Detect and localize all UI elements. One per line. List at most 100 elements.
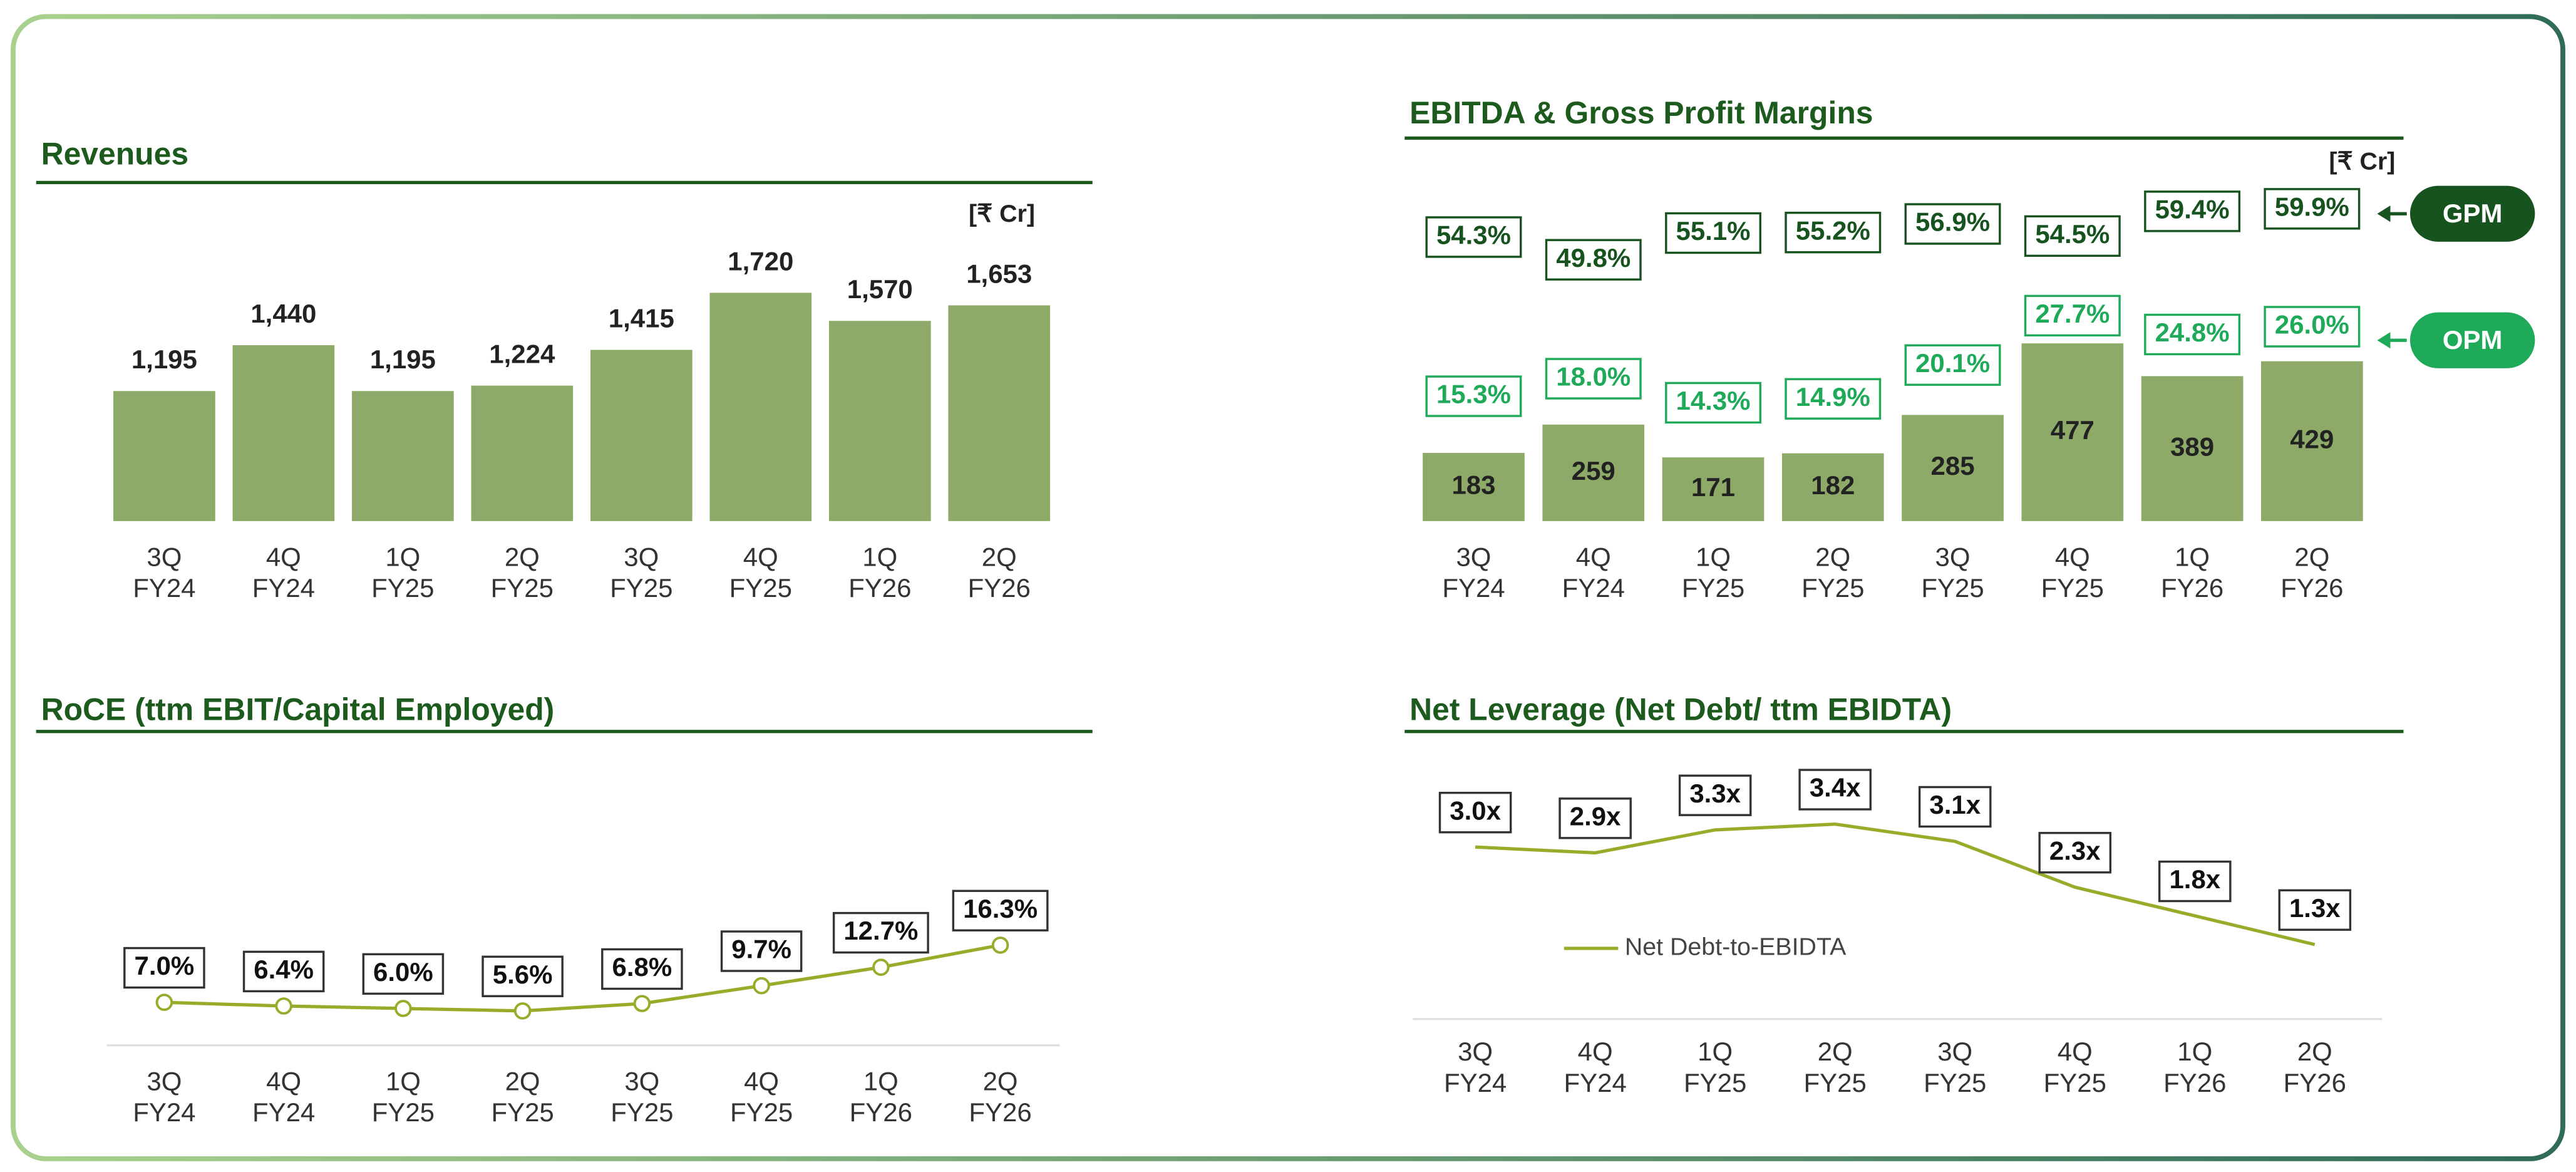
point [753,977,770,995]
point [394,1000,412,1017]
bar-value-label: 182 [1811,470,1855,500]
x-tick-label: FY25 [1924,1068,1986,1097]
x-tick-label: FY26 [850,1097,912,1127]
x-tick-label: 3Q [624,542,659,571]
margin-label-box [2264,188,2361,230]
legend-pill [2410,312,2535,368]
margin-label-box [2264,306,2361,348]
margin-label-box [1545,239,1642,281]
value-label: 2.9x [1570,801,1621,831]
value-label: 7.0% [135,951,195,980]
x-tick-label: FY24 [1564,1068,1626,1097]
margin-label: 55.1% [1676,216,1751,246]
margin-label: 20.1% [1915,348,1990,378]
unit-label: [₹ Cr] [969,200,1035,227]
x-tick-label: FY25 [1804,1068,1867,1097]
value-label: 6.0% [373,957,433,987]
x-tick-label: FY24 [1562,573,1625,603]
margin-label-group: 49.8% [1545,239,1642,281]
x-tick-label: 4Q [744,1066,779,1096]
margin-label-group: 54.5% [2024,215,2121,257]
x-tick-label: 3Q [147,1066,182,1096]
value-label-box [123,946,205,989]
unit-label: [₹ Cr] [2329,147,2395,175]
margin-label: 56.9% [1915,207,1990,237]
value-label-box [1678,774,1752,816]
value-label-group: 6.0% [362,953,445,995]
bar [1902,415,2004,521]
margin-label-group: 24.8% [2144,313,2241,356]
frame [11,14,2565,1161]
margin-label: 15.3% [1436,380,1511,409]
bar [1781,453,1884,521]
x-tick-label: FY25 [730,1097,793,1127]
value-label-group: 3.4x [1798,769,1872,811]
x-tick-label: FY25 [729,573,792,603]
value-label: 9.7% [731,935,791,964]
bar-value-label: 1,570 [847,274,913,304]
x-tick-label: FY26 [2284,1068,2346,1097]
value-label-group: 3.1x [1918,786,1992,828]
bar-value-label: 1,195 [370,345,436,374]
value-label-box [720,930,803,972]
value-label-group: 9.7% [720,930,803,972]
bar [113,391,215,521]
margin-label: 59.4% [2155,194,2230,224]
x-tick-label: FY24 [252,573,315,603]
bar-value-label: 183 [1451,470,1495,500]
bar [1423,453,1525,521]
x-tick-label: 3Q [147,542,182,571]
margin-label-group: 20.1% [1904,344,2001,386]
x-tick-label: 2Q [982,542,1017,571]
line [1475,822,2316,946]
x-tick-label: FY25 [1682,573,1744,603]
margin-label-group: 55.2% [1785,212,1882,254]
value-label: 3.0x [1450,796,1501,825]
value-label-group: 1.8x [2158,860,2232,903]
bar [232,345,335,521]
x-tick-label: 1Q [1696,542,1731,571]
margin-label-box [1904,344,2001,386]
margin-label: 18.0% [1556,362,1631,392]
value-label-box [1438,791,1512,834]
margin-label-box [2144,313,2241,356]
value-label-box [2278,889,2352,931]
margin-label: 59.9% [2275,192,2349,221]
margin-label: 54.3% [1436,220,1511,250]
x-tick-label: FY25 [2041,573,2104,603]
margin-label-box [1425,375,1522,417]
value-label-group: 7.0% [123,946,205,989]
chart-title: EBITDA & Gross Profit Margins [1409,95,1873,130]
x-tick-label: 1Q [385,542,420,571]
x-tick-label: FY25 [1801,573,1864,603]
x-tick-label: 3Q [1937,1037,1972,1066]
bar-value-label: 1,195 [131,345,197,374]
x-tick-label: 1Q [2175,542,2210,571]
value-label: 6.8% [612,952,672,982]
margin-label-group: 26.0% [2264,306,2361,348]
margin-label-box [1545,358,1642,400]
x-tick-label: FY24 [252,1097,315,1127]
margin-label-group: 14.9% [1785,378,1882,420]
bar [471,385,574,521]
bar [948,305,1051,521]
bar [1662,457,1765,521]
margin-label: 27.7% [2035,299,2110,328]
value-label-box [482,955,564,997]
bar-value-label: 1,415 [609,303,674,333]
x-tick-label: FY26 [2163,1068,2226,1097]
value-label-group: 3.0x [1438,791,1512,834]
bar [2141,376,2244,521]
x-tick-label: 3Q [624,1066,659,1096]
x-tick-label: 4Q [743,542,778,571]
x-tick-label: 2Q [2297,1037,2332,1066]
chart-title: Revenues [41,137,189,172]
x-tick-label: 2Q [505,542,540,571]
value-label-group: 12.7% [832,911,929,954]
bar-value-label: 1,440 [250,299,316,328]
bar [828,321,931,521]
margin-label-group: 55.1% [1665,212,1761,254]
x-tick-label: FY25 [491,573,554,603]
x-tick-label: FY24 [1442,573,1505,603]
legend-label: Net Debt-to-EBIDTA [1625,933,1847,960]
